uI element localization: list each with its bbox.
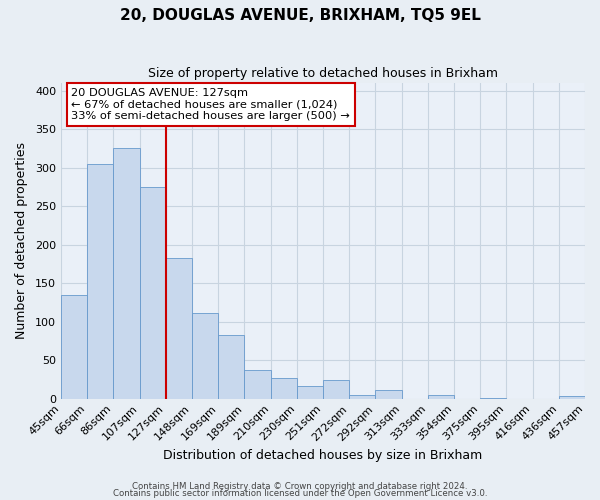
Bar	[61, 295, 87, 399]
Bar	[218, 335, 244, 398]
Bar	[297, 386, 323, 398]
Title: Size of property relative to detached houses in Brixham: Size of property relative to detached ho…	[148, 68, 498, 80]
Y-axis label: Number of detached properties: Number of detached properties	[15, 142, 28, 340]
Text: Contains HM Land Registry data © Crown copyright and database right 2024.: Contains HM Land Registry data © Crown c…	[132, 482, 468, 491]
Bar	[323, 380, 349, 398]
Bar	[271, 378, 297, 398]
X-axis label: Distribution of detached houses by size in Brixham: Distribution of detached houses by size …	[163, 450, 482, 462]
Bar	[166, 258, 192, 398]
Text: 20 DOUGLAS AVENUE: 127sqm
← 67% of detached houses are smaller (1,024)
33% of se: 20 DOUGLAS AVENUE: 127sqm ← 67% of detac…	[71, 88, 350, 121]
Bar	[87, 164, 113, 398]
Bar	[376, 390, 401, 398]
Text: Contains public sector information licensed under the Open Government Licence v3: Contains public sector information licen…	[113, 489, 487, 498]
Bar	[428, 395, 454, 398]
Bar	[192, 314, 218, 398]
Bar	[349, 395, 376, 398]
Text: 20, DOUGLAS AVENUE, BRIXHAM, TQ5 9EL: 20, DOUGLAS AVENUE, BRIXHAM, TQ5 9EL	[119, 8, 481, 22]
Bar	[113, 148, 140, 398]
Bar	[244, 370, 271, 398]
Bar	[559, 396, 585, 398]
Bar	[140, 187, 166, 398]
